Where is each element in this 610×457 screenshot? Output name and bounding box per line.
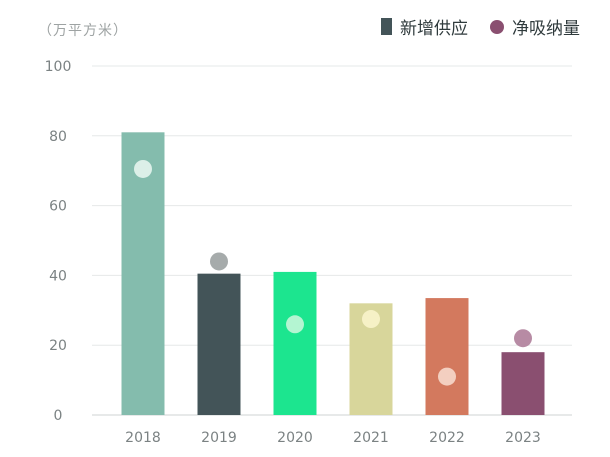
bars	[121, 132, 545, 415]
y-tick-label-0: 0	[54, 408, 63, 424]
legend-label-new-supply: 新增供应	[400, 19, 468, 39]
dot-2019	[210, 252, 228, 271]
y-tick-label-80: 80	[49, 129, 67, 145]
chart-legend: 新增供应 净吸纳量	[381, 14, 580, 39]
dot-2022	[438, 367, 456, 386]
y-tick-label-60: 60	[49, 199, 67, 215]
x-tick-label-2021: 2021	[353, 430, 389, 446]
dot-2020	[286, 315, 304, 334]
legend-label-net-absorption: 净吸纳量	[512, 19, 580, 39]
dot-2023	[514, 329, 532, 348]
y-tick-label-40: 40	[49, 268, 67, 284]
legend-bar-swatch	[381, 18, 392, 35]
x-tick-label-2018: 2018	[125, 430, 161, 446]
legend-item-net-absorption: 净吸纳量	[490, 14, 580, 39]
y-tick-label-100: 100	[45, 59, 72, 75]
legend-dot-swatch	[490, 19, 504, 34]
dot-2018	[134, 159, 152, 178]
bar-2018	[121, 132, 165, 415]
dots	[134, 159, 532, 386]
x-axis-ticks: 2018 2019 2020 2021 2022 2023	[125, 430, 541, 446]
bar-2022	[425, 298, 469, 415]
x-tick-label-2020: 2020	[277, 430, 313, 446]
x-tick-label-2022: 2022	[429, 430, 465, 446]
bar-2023	[501, 352, 545, 415]
grid-lines	[92, 65, 572, 416]
y-axis-unit-label: （万平方米）	[38, 23, 128, 39]
dot-2021	[362, 310, 380, 329]
y-axis-ticks: 0 20 40 60 80 100	[45, 59, 72, 424]
y-tick-label-20: 20	[49, 338, 67, 354]
legend-item-new-supply: 新增供应	[381, 14, 468, 39]
x-tick-label-2019: 2019	[201, 430, 237, 446]
bar-2019	[197, 273, 241, 415]
x-tick-label-2023: 2023	[505, 430, 541, 446]
bar-2020	[273, 271, 317, 415]
